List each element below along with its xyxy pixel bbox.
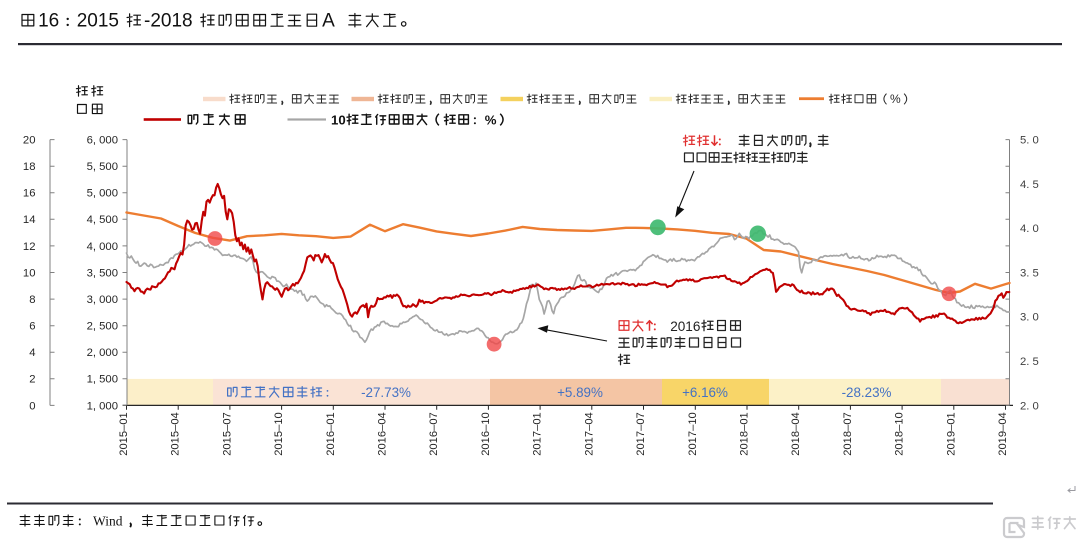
svg-text:4. 5: 4. 5 [1020,179,1039,191]
svg-text:A: A [322,11,335,32]
svg-text:12: 12 [23,241,36,253]
svg-text:1, 000: 1, 000 [87,400,118,412]
svg-text:3, 500: 3, 500 [87,267,118,279]
svg-text:18: 18 [23,161,36,173]
svg-text:2019–01: 2019–01 [945,412,957,456]
svg-text:2016–01: 2016–01 [325,412,337,456]
svg-text:2018–01: 2018–01 [739,412,751,456]
svg-text:+5.89%: +5.89% [557,385,603,400]
svg-text:6, 000: 6, 000 [87,135,118,147]
svg-text:4. 0: 4. 0 [1020,223,1039,235]
svg-text:14: 14 [23,214,36,226]
svg-text:4, 000: 4, 000 [87,241,118,253]
svg-text:-27.73%: -27.73% [361,385,411,400]
svg-text:6: 6 [29,321,35,333]
svg-text:%: % [890,92,901,106]
svg-text:2. 0: 2. 0 [1020,400,1039,412]
svg-text:2017–10: 2017–10 [687,412,699,456]
svg-text:3. 5: 3. 5 [1020,267,1039,279]
svg-text:2, 000: 2, 000 [87,347,118,359]
svg-text:5, 000: 5, 000 [87,188,118,200]
svg-text:-2018: -2018 [144,11,193,32]
svg-text:2018–07: 2018–07 [842,412,854,456]
svg-text:2015–10: 2015–10 [273,412,285,456]
svg-text:2. 5: 2. 5 [1020,356,1039,368]
svg-text:2018–10: 2018–10 [894,412,906,456]
svg-text:2015: 2015 [77,11,119,32]
svg-text:Wind: Wind [93,514,123,529]
svg-text:16: 16 [38,11,59,32]
svg-text:%: % [485,112,497,127]
svg-text:2017–04: 2017–04 [583,412,595,456]
svg-text:2015–01: 2015–01 [118,412,130,456]
svg-text:2019–04: 2019–04 [997,412,1009,456]
svg-text:2, 500: 2, 500 [87,321,118,333]
svg-text:10: 10 [331,112,346,127]
svg-text:2016–07: 2016–07 [428,412,440,456]
svg-text:0: 0 [29,400,35,412]
svg-text:3. 0: 3. 0 [1020,312,1039,324]
svg-text:5. 0: 5. 0 [1020,135,1039,147]
svg-text:5, 500: 5, 500 [87,161,118,173]
svg-text:2018–04: 2018–04 [790,412,802,456]
svg-text:20: 20 [23,135,36,147]
svg-text:2016: 2016 [670,319,700,334]
svg-text:3, 000: 3, 000 [87,294,118,306]
svg-text:4: 4 [29,347,35,359]
svg-text:2015–07: 2015–07 [221,412,233,456]
svg-text:2016–04: 2016–04 [377,412,389,456]
svg-text:1, 500: 1, 500 [87,374,118,386]
svg-text:8: 8 [29,294,35,306]
svg-text:10: 10 [23,267,36,279]
svg-text:2: 2 [29,374,35,386]
svg-text:-28.23%: -28.23% [842,385,892,400]
svg-text:2015–04: 2015–04 [170,412,182,456]
svg-text:4, 500: 4, 500 [87,214,118,226]
svg-text:2017–07: 2017–07 [635,412,647,456]
svg-text:2017–01: 2017–01 [532,412,544,456]
svg-text:2016–10: 2016–10 [480,412,492,456]
svg-text:16: 16 [23,188,36,200]
svg-text:+6.16%: +6.16% [682,385,728,400]
